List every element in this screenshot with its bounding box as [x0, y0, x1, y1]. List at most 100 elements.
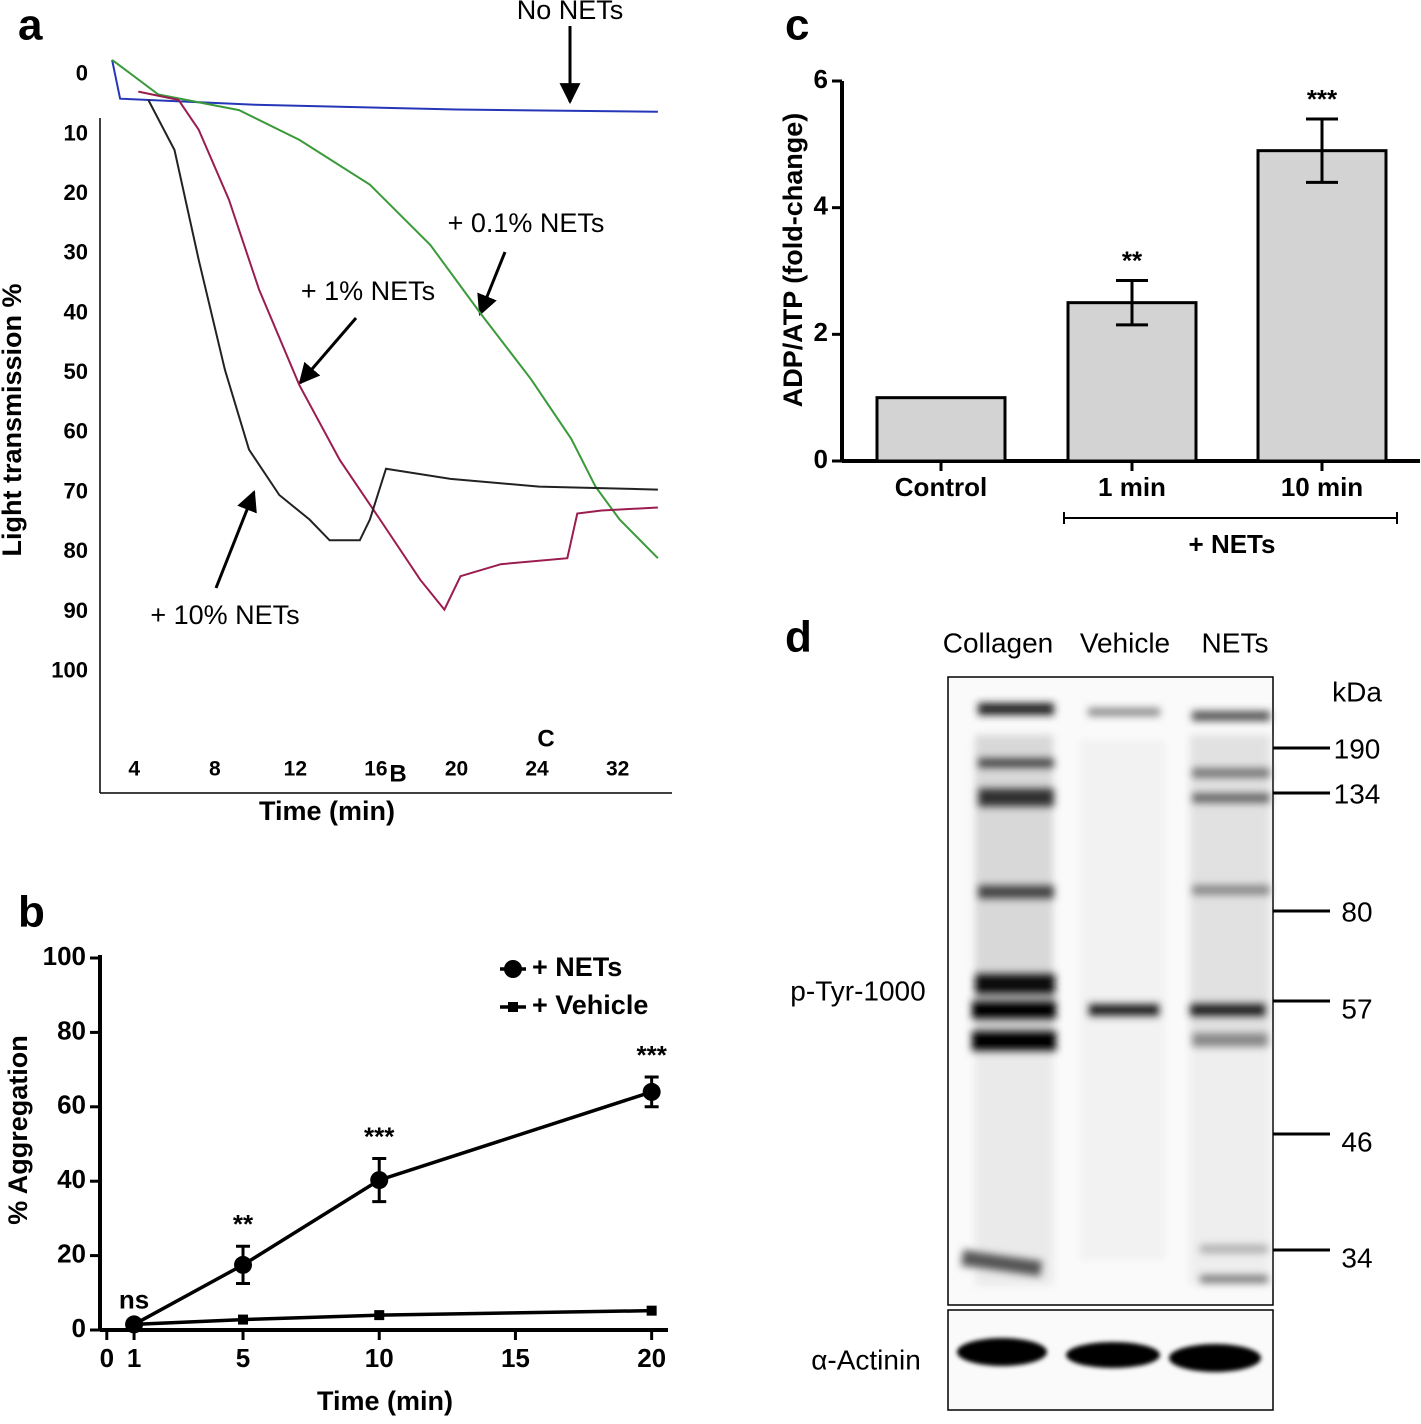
marker-label: 190 — [1334, 733, 1381, 764]
y-tick-label: 40 — [57, 1164, 86, 1194]
trace-line — [111, 59, 658, 113]
group-bracket — [1063, 512, 1398, 524]
point — [370, 1171, 389, 1190]
group-label: + NETs — [1189, 529, 1276, 559]
x-tick-label: 20 — [445, 758, 468, 781]
point — [234, 1255, 253, 1274]
marker-label: 57 — [1341, 993, 1372, 1024]
trace-line — [111, 59, 659, 559]
y-tick-label: 20 — [57, 1238, 86, 1268]
point — [374, 1310, 385, 1321]
y-tick-label: 0 — [814, 444, 828, 474]
trace-line — [147, 99, 658, 542]
x-tick-label: 8 — [209, 758, 221, 781]
x-tick-label: 10 — [365, 1343, 394, 1373]
error-bar — [1306, 117, 1338, 184]
series-label: No NETs — [517, 0, 624, 25]
x-tick-label: 1 — [127, 1343, 141, 1373]
point — [642, 1082, 661, 1101]
x-tick-label: 5 — [236, 1343, 250, 1373]
significance: ** — [1122, 245, 1143, 275]
legend-marker — [508, 1002, 518, 1012]
x-tick-label: 32 — [606, 758, 629, 781]
arrow — [477, 251, 507, 316]
lane-label: Vehicle — [1080, 627, 1170, 658]
x-tick-label: 15 — [501, 1343, 530, 1373]
y-tick-label: 4 — [814, 191, 829, 221]
arrow — [214, 490, 257, 589]
significance: *** — [364, 1121, 395, 1151]
x-tick-label: Control — [895, 472, 987, 502]
antibody-label: p-Tyr-1000 — [790, 975, 925, 1006]
panel-letter: d — [785, 613, 812, 662]
legend-marker — [504, 960, 522, 978]
y-tick-label: 20 — [64, 180, 88, 205]
y-tick-label: 0 — [76, 61, 88, 86]
x-tick-label: 12 — [284, 758, 307, 781]
y-axis-label: ADP/ATP (fold-change) — [778, 113, 808, 408]
x-tick-label: 24 — [525, 758, 549, 781]
lane-label: Collagen — [943, 627, 1054, 658]
arrow — [298, 317, 358, 385]
x-tick-label: 20 — [637, 1343, 666, 1373]
annotation: C — [537, 725, 554, 752]
error-bar — [1116, 279, 1148, 327]
point — [238, 1314, 249, 1325]
annotation: B — [389, 760, 406, 787]
panel-letter: b — [18, 888, 45, 937]
significance: *** — [636, 1040, 667, 1070]
point — [646, 1305, 657, 1316]
y-tick-label: 0 — [72, 1313, 86, 1343]
y-tick-label: 90 — [64, 598, 88, 623]
y-tick-label: 2 — [814, 317, 828, 347]
y-axis-label: % Aggregation — [3, 1035, 33, 1225]
panel-letter: c — [785, 1, 809, 50]
y-tick-label: 40 — [64, 299, 88, 324]
series-label: + 10% NETs — [150, 600, 299, 630]
antibody-label: α-Actinin — [811, 1344, 921, 1375]
y-tick-label: 50 — [64, 359, 88, 384]
unit-label: kDa — [1332, 676, 1382, 707]
y-axis-label: Light transmission % — [0, 283, 27, 556]
legend-label: + NETs — [532, 952, 622, 982]
bar — [1066, 301, 1198, 463]
x-tick-label: 0 — [100, 1343, 114, 1373]
marker-label: 80 — [1341, 896, 1372, 927]
marker-label: 34 — [1341, 1242, 1372, 1273]
y-tick-label: 6 — [814, 64, 828, 94]
x-tick-label: 10 min — [1281, 472, 1363, 502]
y-tick-label: 30 — [64, 240, 88, 265]
y-tick-label: 100 — [43, 941, 86, 971]
x-axis-label: Time (min) — [317, 1386, 453, 1416]
panel-letter: a — [18, 1, 43, 50]
y-tick-label: 60 — [57, 1090, 86, 1120]
trace-line — [138, 90, 658, 612]
marker-label: 46 — [1341, 1126, 1372, 1157]
y-tick-label: 10 — [64, 120, 88, 145]
lane-label: NETs — [1202, 627, 1269, 658]
x-tick-label: 1 min — [1098, 472, 1166, 502]
legend-label: + Vehicle — [532, 990, 648, 1020]
series-label: + 1% NETs — [301, 276, 435, 306]
point — [129, 1319, 140, 1330]
bar — [875, 396, 1007, 463]
marker-label: 134 — [1334, 778, 1381, 809]
y-tick-label: 60 — [64, 419, 88, 444]
series-line — [133, 1308, 652, 1327]
significance: ns — [119, 1284, 149, 1314]
x-tick-label: 4 — [128, 758, 140, 781]
significance: ** — [233, 1209, 254, 1239]
blot-bands — [961, 703, 1270, 1285]
x-tick-label: 16 — [364, 758, 387, 781]
series-line — [133, 1090, 653, 1326]
y-tick-label: 100 — [51, 657, 88, 682]
y-tick-label: 80 — [64, 538, 88, 563]
y-tick-label: 80 — [57, 1015, 86, 1045]
y-tick-label: 70 — [64, 478, 88, 503]
loading-bands — [957, 1338, 1261, 1372]
x-axis-label: Time (min) — [259, 796, 395, 826]
layout — [214, 26, 1274, 1411]
series-label: + 0.1% NETs — [448, 208, 605, 238]
bar — [1256, 149, 1388, 463]
